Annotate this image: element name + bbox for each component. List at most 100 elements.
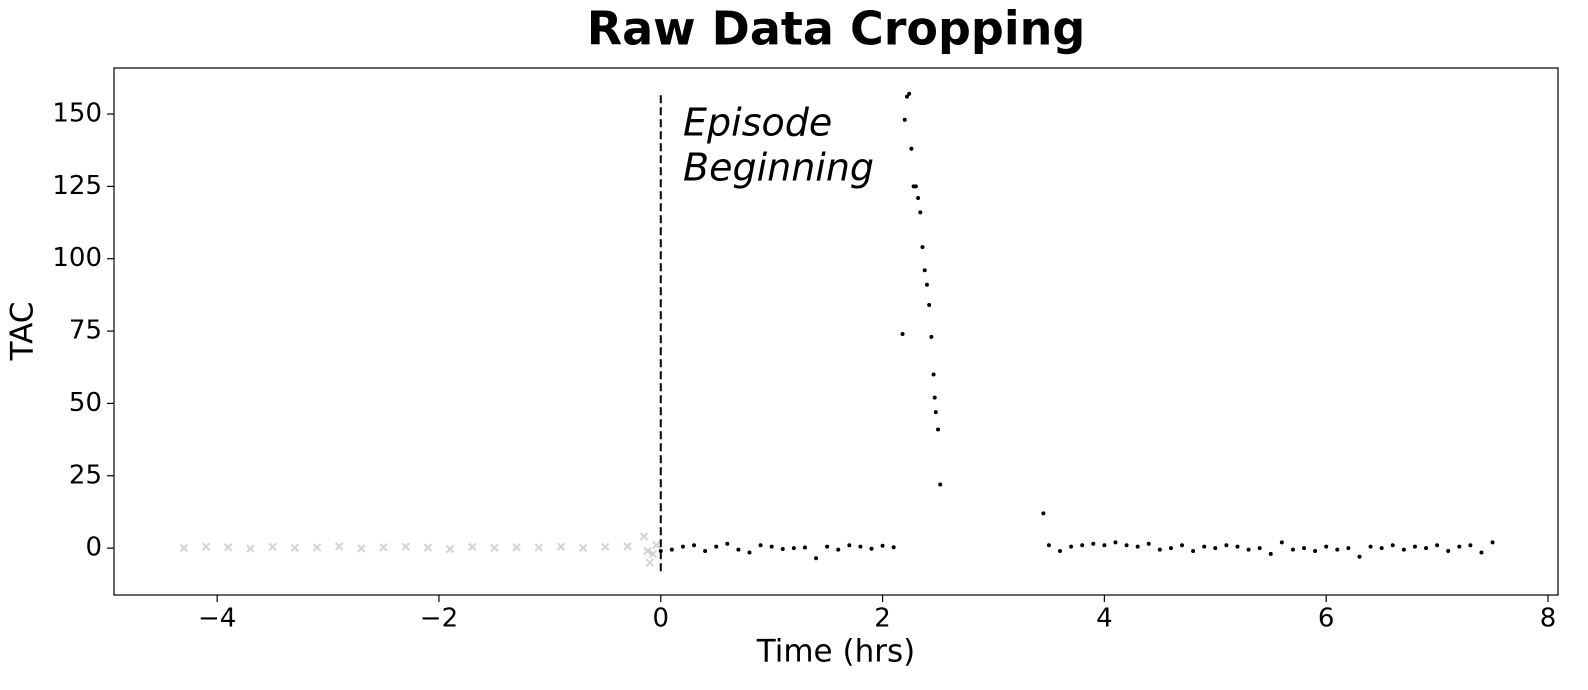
- point: [1490, 540, 1495, 545]
- point: [791, 546, 796, 551]
- point: [1357, 554, 1362, 559]
- point: [814, 556, 819, 561]
- point-stroke: [312, 543, 322, 552]
- point-stroke: [512, 543, 521, 552]
- point: [1401, 547, 1406, 552]
- point: [1213, 546, 1218, 551]
- point-stroke: [645, 558, 654, 567]
- point: [1446, 549, 1451, 554]
- point: [933, 410, 938, 415]
- point: [1202, 544, 1207, 549]
- point: [1268, 551, 1273, 556]
- point: [1324, 544, 1329, 549]
- point: [869, 546, 874, 551]
- point: [357, 544, 366, 553]
- x-tick-label: 0: [652, 604, 669, 634]
- point: [1191, 549, 1196, 554]
- x-tick-label: 8: [1540, 604, 1557, 634]
- point: [1124, 543, 1129, 548]
- point: [1135, 544, 1140, 549]
- point: [1412, 544, 1417, 549]
- point-stroke: [643, 546, 652, 556]
- point: [445, 544, 455, 554]
- y-tick-label: 150: [52, 99, 102, 129]
- x-tick-label: 6: [1318, 604, 1335, 634]
- point: [623, 542, 632, 551]
- point: [201, 542, 211, 551]
- point: [1168, 546, 1173, 551]
- point: [1080, 543, 1085, 548]
- y-tick-label: 125: [52, 171, 102, 201]
- point: [1058, 549, 1063, 554]
- y-tick-label: 0: [85, 533, 102, 563]
- point: [1435, 543, 1440, 548]
- annotation: Beginning: [683, 146, 874, 190]
- point: [639, 532, 649, 541]
- x-tick-label: 4: [1096, 604, 1113, 634]
- point: [1457, 544, 1462, 549]
- point: [1424, 546, 1429, 551]
- point: [1146, 541, 1151, 546]
- point: [932, 395, 937, 400]
- point-stroke: [652, 541, 661, 550]
- point: [290, 543, 299, 553]
- x-tick-label: 2: [874, 604, 891, 634]
- point-stroke: [623, 542, 632, 551]
- point: [747, 550, 752, 555]
- point-stroke: [445, 544, 455, 554]
- point: [924, 282, 929, 287]
- y-tick-label: 75: [69, 316, 102, 346]
- point-stroke: [357, 544, 366, 553]
- point: [680, 544, 685, 549]
- point: [900, 331, 905, 336]
- point: [692, 543, 697, 548]
- point: [916, 195, 921, 200]
- point: [1368, 544, 1373, 549]
- point: [1379, 546, 1384, 551]
- point: [643, 546, 652, 556]
- point: [918, 210, 923, 215]
- point: [268, 542, 277, 552]
- point: [1246, 547, 1251, 552]
- point: [909, 146, 914, 151]
- point: [891, 545, 896, 550]
- point-stroke: [534, 543, 543, 552]
- point: [920, 245, 925, 250]
- point: [601, 542, 610, 552]
- point-stroke: [468, 542, 477, 552]
- point: [1468, 543, 1473, 548]
- point: [931, 372, 936, 377]
- point-stroke: [290, 543, 299, 553]
- point: [780, 546, 785, 551]
- point: [825, 544, 830, 549]
- point-stroke: [379, 543, 388, 552]
- point: [1479, 550, 1484, 555]
- point: [927, 303, 932, 308]
- point-stroke: [556, 542, 566, 551]
- point-stroke: [268, 542, 277, 552]
- point: [858, 544, 863, 549]
- point: [534, 543, 543, 552]
- point: [936, 427, 941, 432]
- point: [847, 543, 852, 548]
- point: [880, 543, 885, 548]
- y-axis-label: TAC: [5, 302, 41, 362]
- point: [1313, 549, 1318, 554]
- point: [1302, 546, 1307, 551]
- point: [379, 543, 388, 552]
- point-stroke: [246, 544, 255, 553]
- point: [224, 543, 233, 552]
- point: [758, 543, 763, 548]
- point: [736, 547, 741, 552]
- point: [922, 268, 927, 273]
- point: [1390, 543, 1395, 548]
- point-stroke: [578, 543, 588, 553]
- point: [246, 544, 255, 553]
- point-stroke: [648, 549, 658, 559]
- point: [1069, 544, 1074, 549]
- point: [312, 543, 322, 552]
- point: [669, 547, 674, 552]
- point: [648, 549, 658, 559]
- point: [703, 549, 708, 554]
- point: [652, 541, 661, 550]
